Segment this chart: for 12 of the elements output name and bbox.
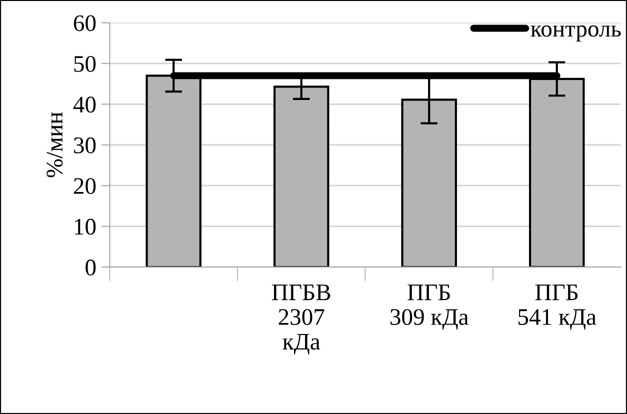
y-axis-title: %/мин — [46, 112, 63, 178]
x-tick-label: ПГБ 309 кДа — [390, 284, 468, 330]
y-tick-label: 60 — [74, 15, 96, 32]
legend-label: контроль — [530, 25, 621, 42]
y-tick-label: 40 — [73, 96, 96, 113]
y-tick-label: 20 — [74, 178, 96, 194]
y-tick-label: 10 — [74, 218, 96, 235]
x-tick-label: ПГБ 541 кДа — [518, 284, 596, 330]
y-tick-label: 30 — [74, 137, 96, 154]
y-tick-label: 50 — [74, 56, 96, 72]
x-tick-label: ПГБВ 2307 кДа — [272, 284, 330, 354]
y-tick-label: 0 — [86, 260, 96, 276]
